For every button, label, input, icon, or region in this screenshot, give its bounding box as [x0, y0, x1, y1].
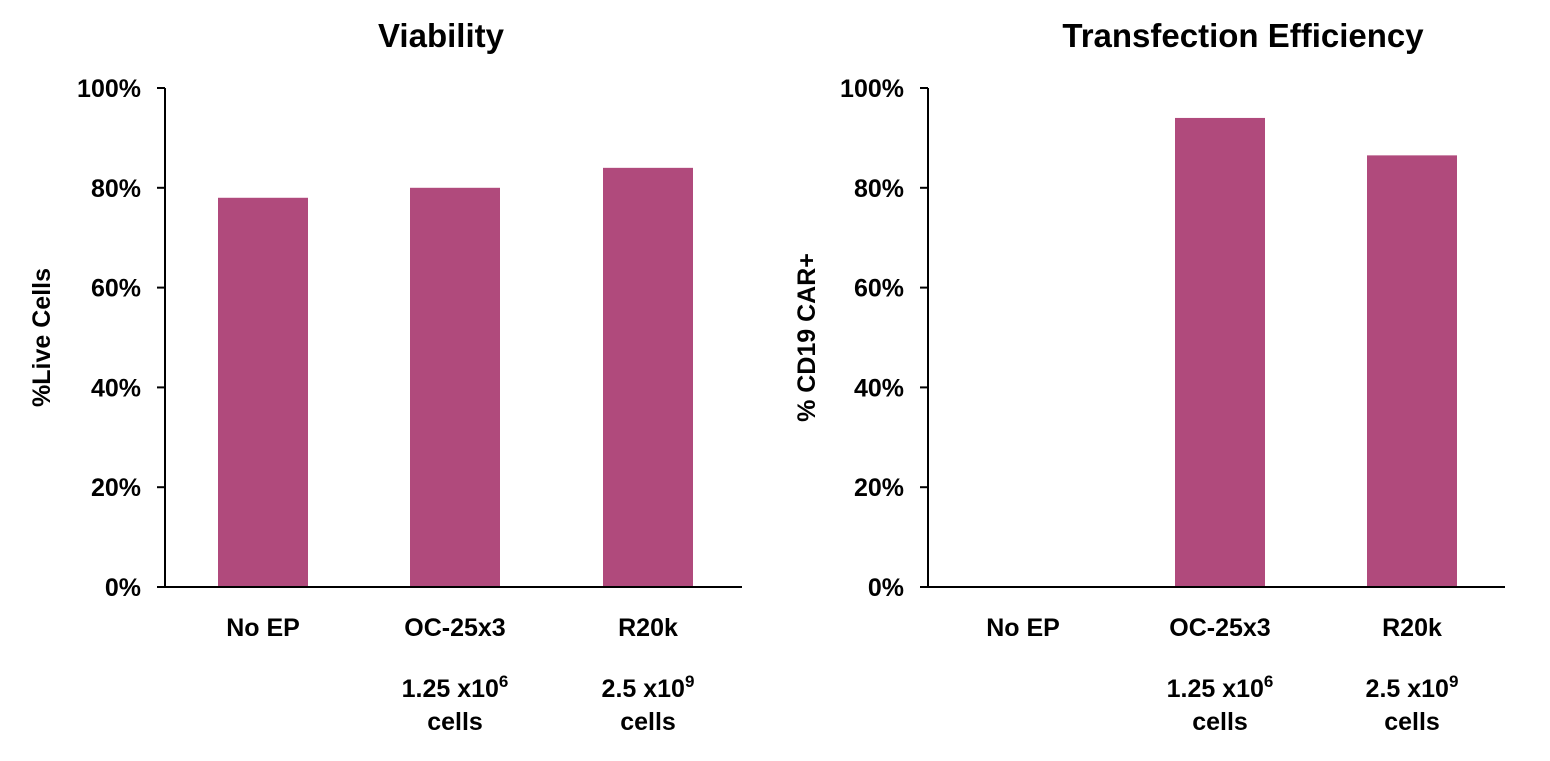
bar-oc-25x3: [1175, 117, 1265, 587]
chart-title: Transfection Efficiency: [1062, 17, 1424, 54]
chart-panel-1: Viability %Live Cells 0% 20% 40% 60% 80% 100% No…: [28, 17, 742, 736]
y-axis-label: % CD19 CAR+: [793, 253, 821, 422]
x-tick-label: No EP: [226, 614, 300, 642]
x-sublabel-unit: cells: [427, 708, 483, 736]
x-sublabel: 1.25 x106: [1167, 672, 1274, 703]
bar-oc-25x3: [410, 187, 500, 588]
y-tick-label: 20%: [854, 474, 904, 502]
y-axis-label: %Live Cells: [28, 268, 56, 407]
chart-panel-2: Transfection Efficiency % CD19 CAR+ 0% 20% 4…: [793, 17, 1505, 736]
x-sublabel: 2.5 x109: [1366, 672, 1459, 703]
y-tick-label: 40%: [91, 374, 141, 402]
y-tick-label: 0%: [868, 574, 904, 602]
x-tick-label: No EP: [986, 614, 1060, 642]
bar-no-ep: [218, 197, 308, 587]
x-sublabel-unit: cells: [620, 708, 676, 736]
x-tick-label: R20k: [1382, 614, 1442, 642]
x-tick-label: R20k: [618, 614, 678, 642]
x-sublabel-unit: cells: [1384, 708, 1440, 736]
bar-r20k: [1367, 155, 1457, 588]
chart-title: Viability: [378, 17, 505, 54]
x-sublabel: 1.25 x106: [402, 672, 509, 703]
y-tick-label: 100%: [77, 75, 141, 103]
y-tick-label: 20%: [91, 474, 141, 502]
x-tick-label: OC-25x3: [404, 614, 505, 642]
x-tick-label: OC-25x3: [1169, 614, 1270, 642]
y-tick-label: 40%: [854, 374, 904, 402]
y-tick-label: 100%: [840, 75, 904, 103]
y-tick-label: 80%: [91, 175, 141, 203]
y-tick-label: 60%: [91, 275, 141, 303]
x-sublabel-unit: cells: [1192, 708, 1248, 736]
bar-r20k: [603, 167, 693, 587]
y-tick-label: 80%: [854, 175, 904, 203]
y-tick-label: 60%: [854, 275, 904, 303]
y-tick-label: 0%: [105, 574, 141, 602]
x-sublabel: 2.5 x109: [602, 672, 695, 703]
